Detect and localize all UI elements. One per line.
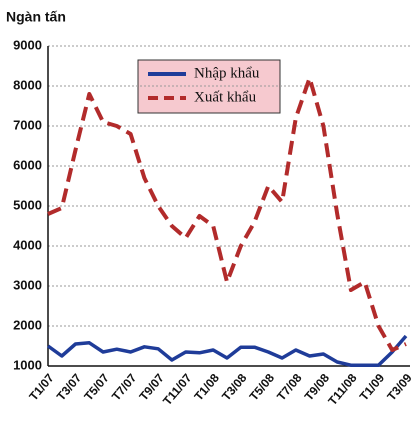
series-line [47, 76, 407, 352]
legend-label: Nhập khẩu [194, 65, 260, 81]
y-tick-label: 7000 [13, 117, 42, 132]
x-tick-label: T1/08 [192, 371, 223, 404]
y-tick-label: 6000 [13, 157, 42, 172]
x-tick-label: T3/08 [219, 371, 250, 404]
x-tick-label: T1/09 [357, 371, 388, 404]
y-tick-label: 4000 [13, 237, 42, 252]
x-tick-label: T7/08 [274, 371, 305, 404]
y-tick-label: 1000 [13, 357, 42, 372]
y-tick-label: 3000 [13, 277, 42, 292]
y-tick-label: 5000 [13, 197, 42, 212]
legend-label: Xuất khẩu [194, 89, 257, 105]
x-tick-label: T3/09 [384, 371, 413, 404]
y-axis-label: Ngàn tấn [6, 9, 66, 25]
x-tick-label: T3/07 [54, 371, 85, 404]
x-tick-label: T5/07 [81, 371, 112, 404]
y-tick-label: 9000 [13, 37, 42, 52]
x-tick-label: T5/08 [247, 371, 278, 404]
x-tick-label: T11/07 [160, 371, 195, 408]
x-tick-label: T11/08 [325, 371, 360, 408]
y-tick-label: 8000 [13, 77, 42, 92]
x-tick-label: T1/07 [26, 371, 57, 404]
series-line [46, 334, 408, 367]
x-tick-label: T7/07 [109, 371, 140, 404]
y-tick-label: 2000 [13, 317, 42, 332]
